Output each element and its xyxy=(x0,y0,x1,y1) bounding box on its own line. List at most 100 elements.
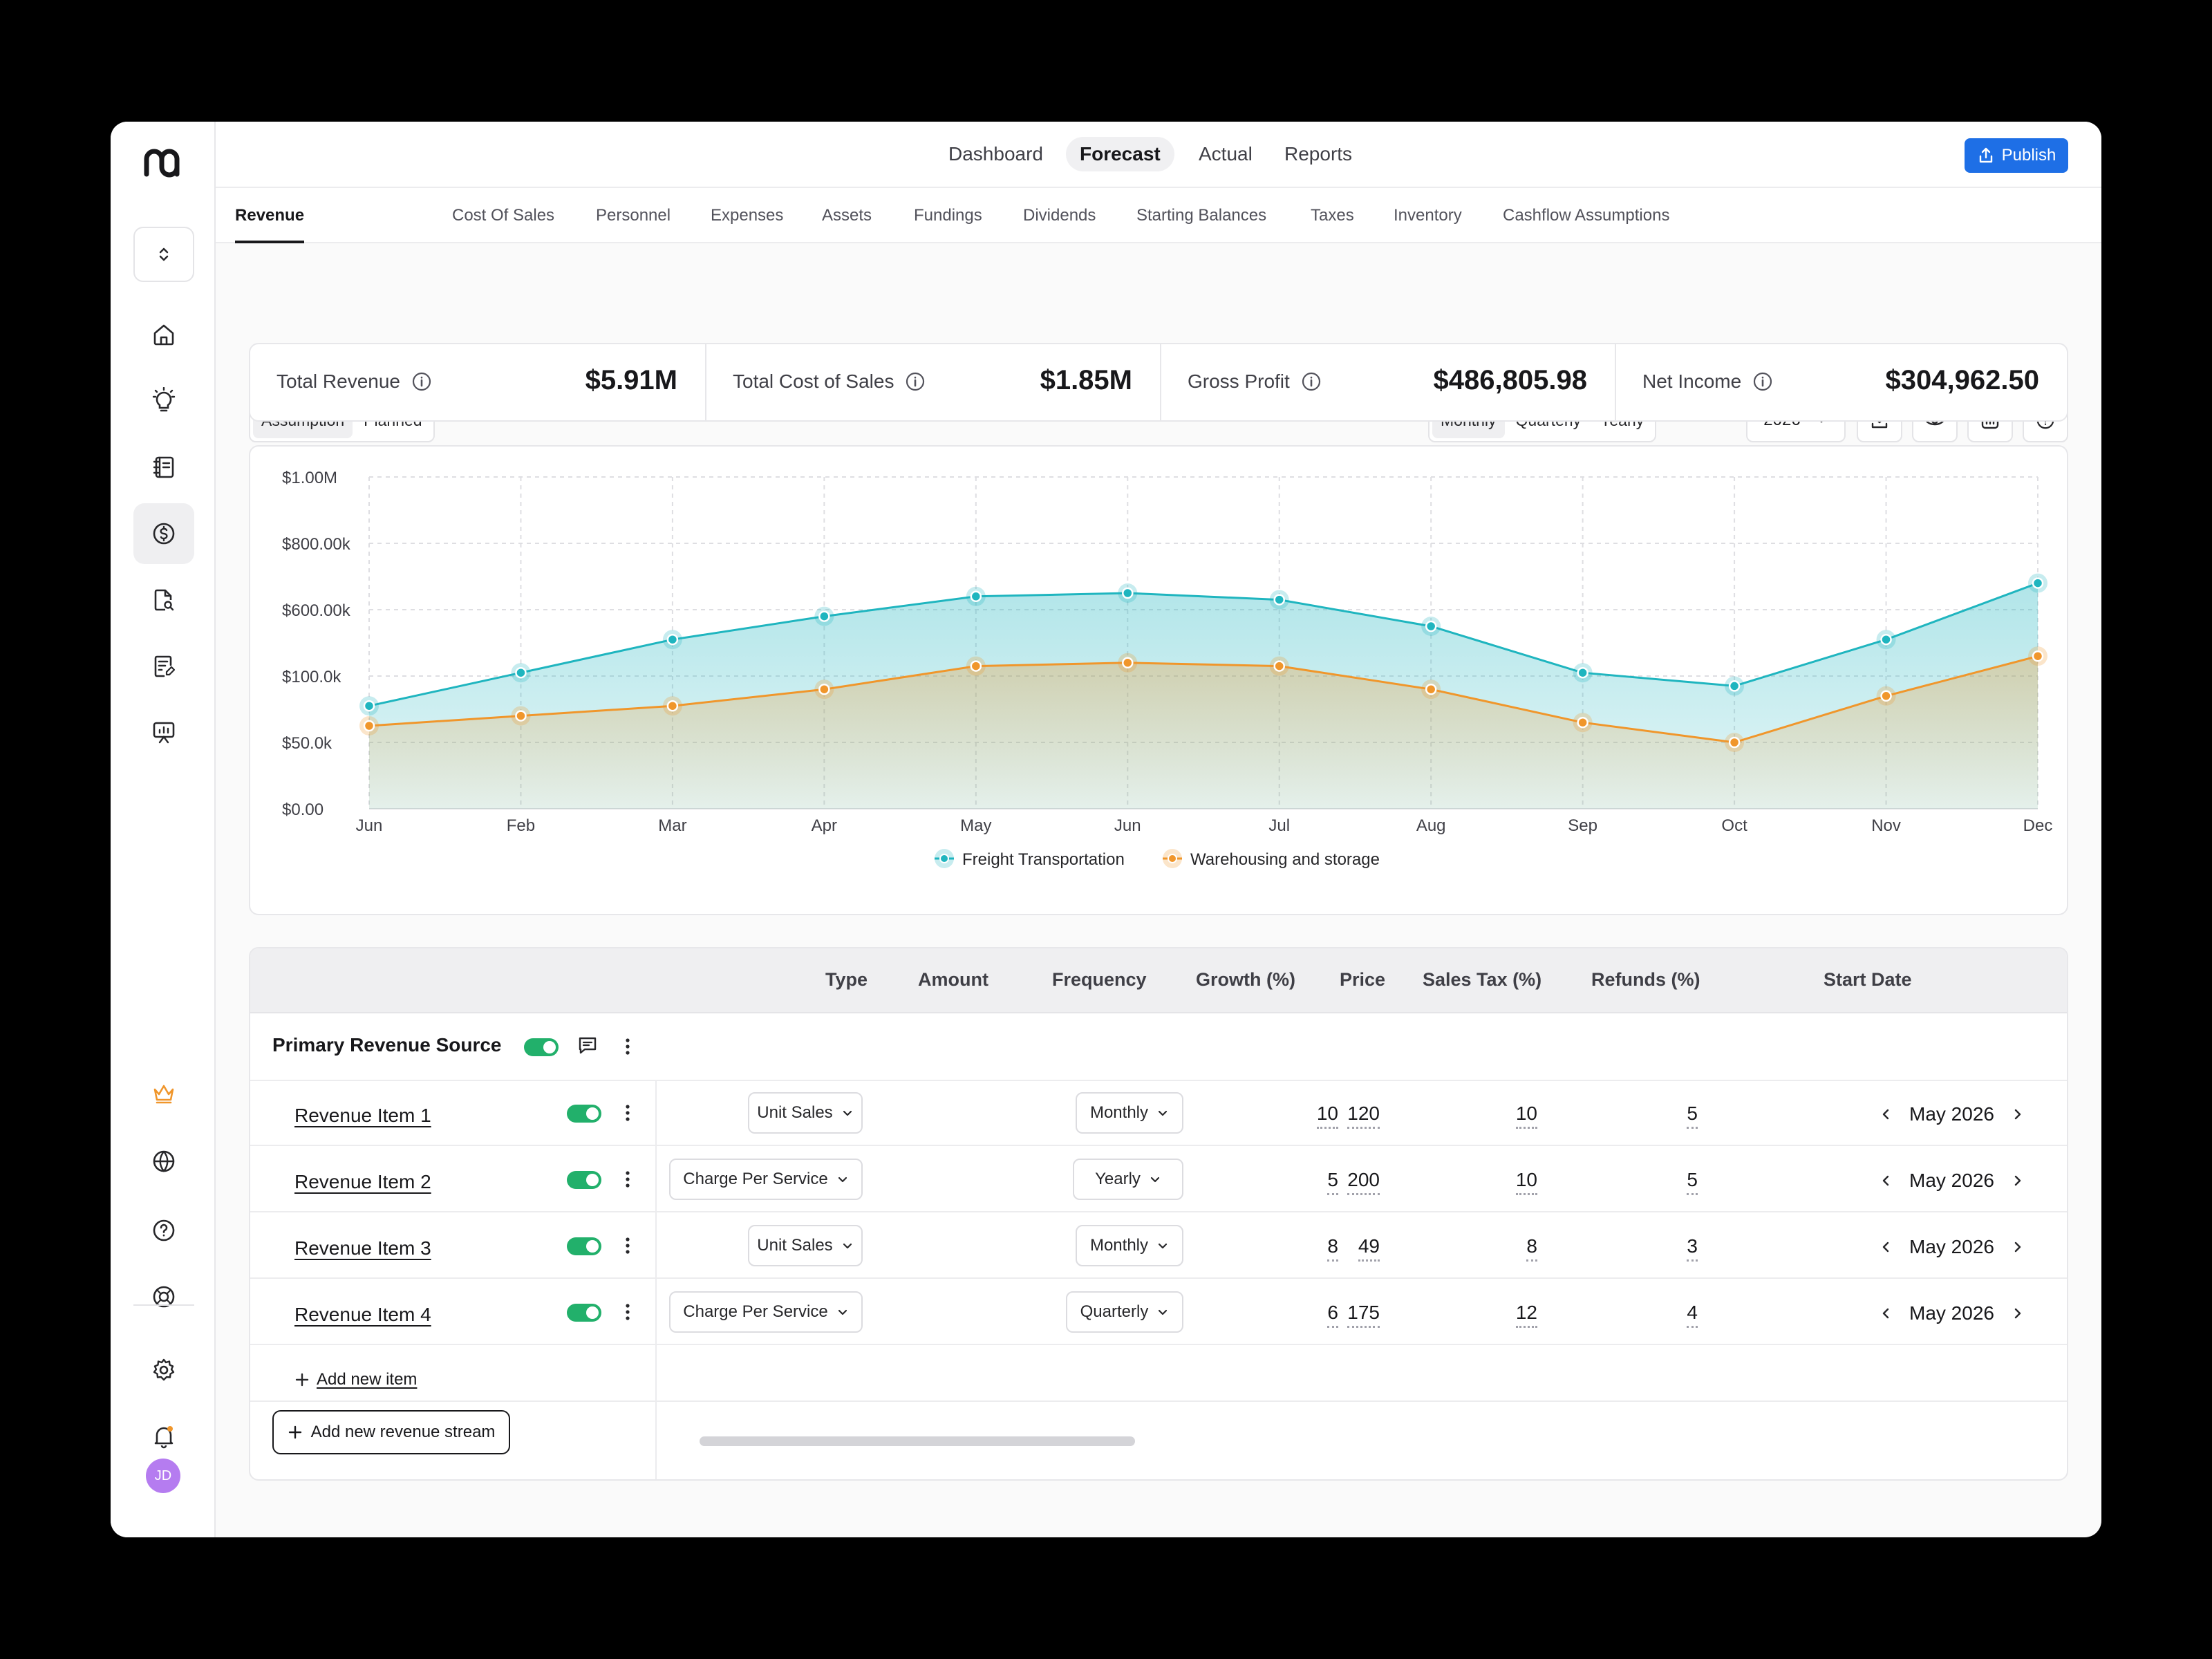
tab-inventory[interactable]: Inventory xyxy=(1394,206,1462,225)
row-type-select[interactable]: Charge Per Service xyxy=(669,1291,863,1333)
more-vertical-icon xyxy=(626,1304,630,1320)
chevron-left-icon[interactable] xyxy=(1880,1306,1891,1320)
tab-dividends[interactable]: Dividends xyxy=(1023,206,1096,225)
row-name[interactable]: Revenue Item 1 xyxy=(294,1105,431,1126)
sidebar-upgrade[interactable] xyxy=(133,1063,194,1124)
sidebar-file-search[interactable] xyxy=(133,570,194,630)
chevron-left-icon[interactable] xyxy=(1880,1174,1891,1188)
group-menu-button[interactable] xyxy=(621,1033,635,1060)
row-type-select[interactable]: Unit Sales xyxy=(748,1225,863,1266)
row-refunds[interactable]: 4 xyxy=(1687,1301,1698,1328)
row-toggle[interactable] xyxy=(567,1171,601,1189)
row-toggle[interactable] xyxy=(567,1237,601,1255)
data-point xyxy=(1122,587,1134,599)
tab-starting-balances[interactable]: Starting Balances xyxy=(1136,206,1267,225)
sidebar-ideas[interactable] xyxy=(133,371,194,431)
sidebar-ledger[interactable] xyxy=(133,437,194,498)
x-tick-label: May xyxy=(960,816,991,835)
chevron-down-icon xyxy=(838,1177,847,1183)
sidebar-revenue[interactable] xyxy=(133,503,194,564)
info-icon[interactable] xyxy=(411,371,432,392)
tab-fundings[interactable]: Fundings xyxy=(914,206,982,225)
row-type-select[interactable]: Unit Sales xyxy=(748,1092,863,1134)
row-menu-button[interactable] xyxy=(621,1298,635,1326)
tab-cashflow-assumptions[interactable]: Cashflow Assumptions xyxy=(1503,206,1670,225)
row-frequency-select[interactable]: Quarterly xyxy=(1066,1291,1183,1333)
nav-dashboard[interactable]: Dashboard xyxy=(948,143,1043,165)
tab-personnel[interactable]: Personnel xyxy=(596,206,671,225)
row-menu-button[interactable] xyxy=(621,1232,635,1259)
sidebar-settings[interactable] xyxy=(133,1340,194,1400)
chevron-left-icon[interactable] xyxy=(1880,1240,1891,1254)
sidebar-language[interactable] xyxy=(133,1131,194,1192)
info-icon[interactable] xyxy=(905,371,926,392)
row-refunds[interactable]: 5 xyxy=(1687,1102,1698,1129)
chevron-right-icon[interactable] xyxy=(2012,1306,2023,1320)
nav-reports[interactable]: Reports xyxy=(1284,143,1353,165)
row-sales-tax[interactable]: 10 xyxy=(1515,1102,1537,1129)
info-icon[interactable] xyxy=(1301,371,1322,392)
data-point xyxy=(666,700,679,712)
chevron-right-icon[interactable] xyxy=(2012,1174,2023,1188)
row-price[interactable]: 49 xyxy=(1358,1235,1380,1262)
group-title: Primary Revenue Source xyxy=(272,1034,502,1056)
row-menu-button[interactable] xyxy=(621,1099,635,1127)
tab-revenue[interactable]: Revenue xyxy=(235,188,305,243)
sidebar-notifications[interactable] xyxy=(133,1406,194,1467)
row-toggle[interactable] xyxy=(567,1304,601,1322)
row-growth[interactable]: 8 xyxy=(1327,1235,1338,1262)
row-price[interactable]: 175 xyxy=(1347,1301,1380,1328)
lightbulb-icon xyxy=(152,387,176,412)
row-toggle[interactable] xyxy=(567,1105,601,1123)
workspace-switcher[interactable] xyxy=(133,227,194,282)
data-point xyxy=(970,590,982,603)
row-type-select[interactable]: Charge Per Service xyxy=(669,1159,863,1200)
row-name[interactable]: Revenue Item 3 xyxy=(294,1237,431,1259)
comment-icon[interactable] xyxy=(577,1034,599,1056)
publish-button[interactable]: Publish xyxy=(1965,138,2068,173)
info-icon[interactable] xyxy=(1752,371,1773,392)
nav-forecast[interactable]: Forecast xyxy=(1066,137,1174,171)
row-growth[interactable]: 10 xyxy=(1316,1102,1338,1129)
row-menu-button[interactable] xyxy=(621,1165,635,1193)
row-name[interactable]: Revenue Item 4 xyxy=(294,1304,431,1325)
sidebar-support[interactable] xyxy=(133,1266,194,1327)
row-refunds[interactable]: 3 xyxy=(1687,1235,1698,1262)
row-price[interactable]: 120 xyxy=(1347,1102,1380,1129)
y-tick-label: $800.00k xyxy=(282,535,351,554)
chevron-left-icon[interactable] xyxy=(1880,1107,1891,1121)
chevron-right-icon[interactable] xyxy=(2012,1107,2023,1121)
row-growth[interactable]: 5 xyxy=(1327,1168,1338,1195)
row-name[interactable]: Revenue Item 2 xyxy=(294,1171,431,1192)
frequency-value: Quarterly xyxy=(1080,1302,1149,1321)
tab-assets[interactable]: Assets xyxy=(822,206,872,225)
sidebar-presentation[interactable] xyxy=(133,702,194,763)
row-sales-tax[interactable]: 12 xyxy=(1515,1301,1537,1328)
frequency-value: Monthly xyxy=(1089,1103,1149,1122)
chevron-right-icon[interactable] xyxy=(2012,1240,2023,1254)
row-sales-tax[interactable]: 8 xyxy=(1526,1235,1537,1262)
row-sales-tax[interactable]: 10 xyxy=(1515,1168,1537,1195)
sidebar-home[interactable] xyxy=(133,304,194,365)
sidebar-help[interactable] xyxy=(133,1200,194,1261)
table-header: Type Amount Frequency Growth (%) Price S… xyxy=(250,948,2067,1013)
row-refunds[interactable]: 5 xyxy=(1687,1168,1698,1195)
sidebar-reports[interactable] xyxy=(133,636,194,697)
row-frequency-select[interactable]: Monthly xyxy=(1076,1092,1183,1134)
row-growth[interactable]: 6 xyxy=(1327,1301,1338,1328)
row-price[interactable]: 200 xyxy=(1347,1168,1380,1195)
tab-cost-of-sales[interactable]: Cost Of Sales xyxy=(452,206,555,225)
section-tabs: Revenue Cost Of Sales Personnel Expenses… xyxy=(216,188,2101,243)
row-frequency-select[interactable]: Monthly xyxy=(1076,1225,1183,1266)
chevron-updown-icon xyxy=(159,247,169,261)
nav-actual[interactable]: Actual xyxy=(1199,143,1253,165)
x-tick-label: Jul xyxy=(1268,816,1290,835)
row-frequency-select[interactable]: Yearly xyxy=(1073,1159,1183,1200)
avatar[interactable]: JD xyxy=(146,1459,180,1493)
horizontal-scrollbar[interactable] xyxy=(700,1436,1135,1446)
add-revenue-stream-button[interactable]: Add new revenue stream xyxy=(272,1410,510,1454)
tab-expenses[interactable]: Expenses xyxy=(711,206,784,225)
group-toggle[interactable] xyxy=(524,1038,559,1056)
tab-taxes[interactable]: Taxes xyxy=(1311,206,1354,225)
add-item-button[interactable]: Add new item xyxy=(294,1370,417,1389)
